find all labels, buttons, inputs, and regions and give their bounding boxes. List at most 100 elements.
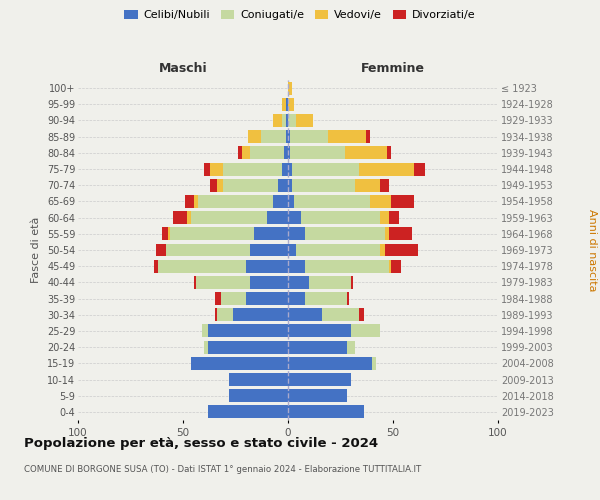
Bar (196, 276, 250, 289)
Bar (385, 244, 418, 256)
Bar (246, 292, 288, 305)
Text: Popolazione per età, sesso e stato civile - 2024: Popolazione per età, sesso e stato civil… (24, 438, 378, 450)
Bar (208, 406, 288, 418)
Bar (292, 179, 355, 192)
Bar (288, 146, 290, 160)
Bar (345, 146, 387, 160)
Bar (391, 260, 401, 272)
Text: COMUNE DI BORGONE SUSA (TO) - Dati ISTAT 1° gennaio 2024 - Elaborazione TUTTITAL: COMUNE DI BORGONE SUSA (TO) - Dati ISTAT… (24, 466, 421, 474)
Bar (288, 244, 296, 256)
Bar (296, 244, 380, 256)
Bar (208, 340, 288, 353)
Bar (288, 260, 305, 272)
Text: Femmine: Femmine (361, 62, 425, 75)
Text: Maschi: Maschi (158, 62, 208, 75)
Bar (288, 406, 364, 418)
Bar (286, 114, 288, 127)
Bar (380, 179, 389, 192)
Bar (162, 228, 168, 240)
Bar (282, 114, 286, 127)
Bar (389, 228, 412, 240)
Bar (351, 276, 353, 289)
Bar (351, 324, 380, 338)
Bar (274, 114, 282, 127)
Bar (168, 228, 170, 240)
Bar (217, 308, 233, 321)
Bar (238, 146, 242, 160)
Bar (198, 195, 274, 208)
Bar (288, 357, 372, 370)
Bar (305, 228, 385, 240)
Bar (389, 260, 391, 272)
Bar (292, 162, 359, 175)
Bar (296, 114, 313, 127)
Bar (170, 228, 254, 240)
Bar (347, 292, 349, 305)
Bar (288, 292, 305, 305)
Bar (260, 130, 286, 143)
Bar (309, 276, 351, 289)
Bar (288, 82, 292, 94)
Bar (288, 324, 351, 338)
Bar (208, 324, 288, 338)
Bar (223, 162, 282, 175)
Bar (391, 195, 414, 208)
Bar (215, 292, 221, 305)
Bar (387, 146, 391, 160)
Bar (347, 340, 355, 353)
Text: Anni di nascita: Anni di nascita (587, 209, 597, 291)
Bar (288, 228, 305, 240)
Bar (204, 162, 210, 175)
Bar (187, 211, 191, 224)
Bar (288, 308, 322, 321)
Bar (254, 228, 288, 240)
Bar (156, 244, 166, 256)
Bar (286, 98, 288, 111)
Bar (359, 308, 364, 321)
Bar (290, 130, 328, 143)
Bar (305, 260, 389, 272)
Bar (288, 195, 295, 208)
Bar (229, 389, 288, 402)
Bar (250, 146, 284, 160)
Bar (210, 179, 217, 192)
Bar (221, 292, 246, 305)
Bar (166, 244, 250, 256)
Bar (215, 308, 217, 321)
Bar (277, 179, 288, 192)
Bar (158, 260, 246, 272)
Bar (286, 130, 288, 143)
Bar (288, 162, 292, 175)
Bar (204, 340, 208, 353)
Bar (288, 276, 309, 289)
Bar (242, 146, 250, 160)
Bar (191, 211, 267, 224)
Bar (267, 211, 288, 224)
Bar (301, 211, 380, 224)
Bar (217, 179, 223, 192)
Legend: Celibi/Nubili, Coniugati/e, Vedovi/e, Divorziati/e: Celibi/Nubili, Coniugati/e, Vedovi/e, Di… (120, 6, 480, 25)
Bar (380, 244, 385, 256)
Bar (389, 211, 400, 224)
Bar (282, 98, 286, 111)
Bar (191, 357, 288, 370)
Bar (328, 130, 366, 143)
Bar (366, 130, 370, 143)
Bar (288, 389, 347, 402)
Bar (355, 179, 380, 192)
Bar (250, 276, 288, 289)
Bar (173, 211, 187, 224)
Bar (210, 162, 223, 175)
Bar (248, 130, 260, 143)
Bar (185, 195, 193, 208)
Bar (288, 179, 292, 192)
Bar (284, 146, 288, 160)
Bar (193, 276, 196, 289)
Bar (229, 373, 288, 386)
Bar (370, 195, 391, 208)
Bar (288, 373, 351, 386)
Y-axis label: Fasce di età: Fasce di età (31, 217, 41, 283)
Bar (288, 98, 295, 111)
Bar (288, 211, 301, 224)
Bar (359, 162, 414, 175)
